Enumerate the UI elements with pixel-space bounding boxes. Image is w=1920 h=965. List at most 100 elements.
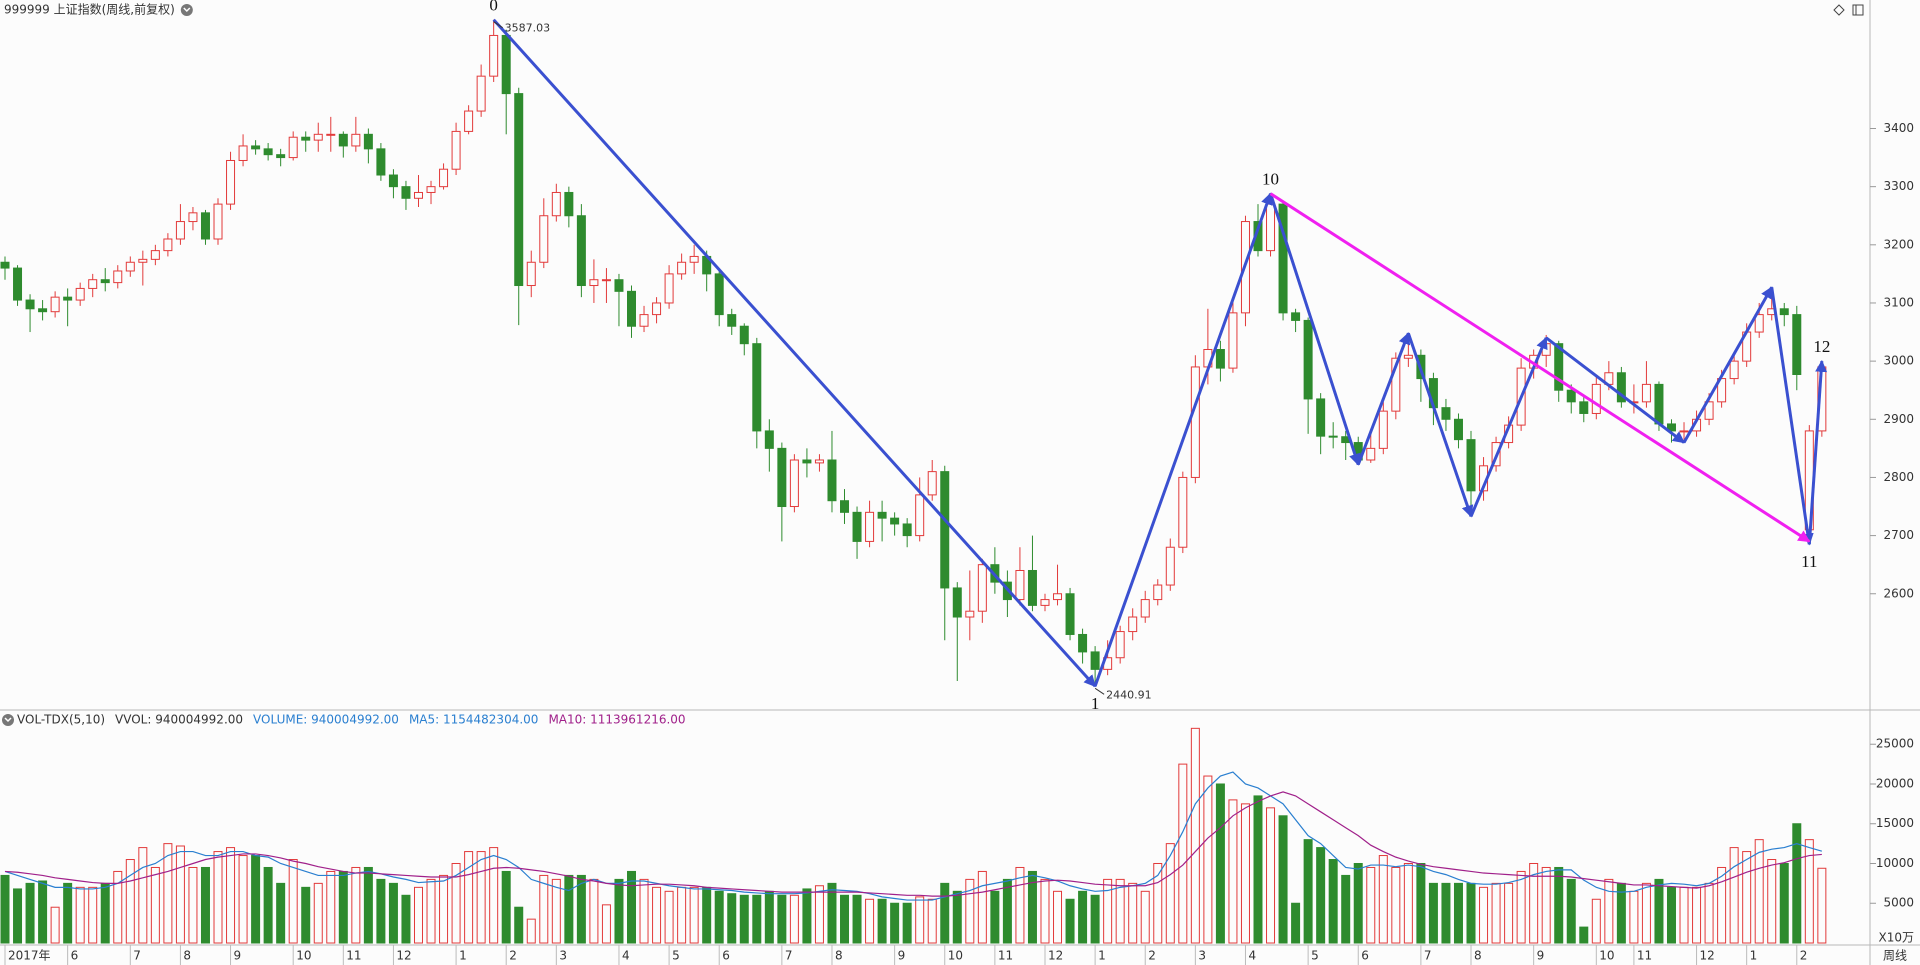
volume-bar bbox=[589, 878, 599, 944]
volume-bar bbox=[13, 888, 23, 944]
candle-body bbox=[1654, 383, 1664, 425]
y-tick-label: 3000 bbox=[1883, 354, 1914, 368]
volume-bar bbox=[1641, 882, 1651, 944]
volume-bar bbox=[840, 894, 850, 944]
x-tick-label: 2 bbox=[1800, 949, 1808, 963]
wave-line bbox=[1356, 332, 1411, 466]
candle-body bbox=[902, 523, 912, 537]
volume-bar bbox=[902, 902, 912, 944]
candle-body bbox=[38, 308, 48, 313]
wave-line bbox=[492, 18, 1097, 688]
x-tick-label: 3 bbox=[559, 949, 567, 963]
candle-body bbox=[639, 314, 649, 327]
candle-body bbox=[439, 168, 449, 188]
volume-bar bbox=[175, 845, 185, 944]
volume-bar bbox=[977, 870, 987, 944]
volume-bar bbox=[1065, 898, 1075, 944]
y-tick-label: 20000 bbox=[1876, 776, 1914, 790]
volume-bar bbox=[739, 894, 749, 944]
volume-bar bbox=[439, 874, 449, 944]
volume-bar bbox=[25, 882, 35, 944]
x-tick-label: 9 bbox=[234, 949, 242, 963]
volume-bar bbox=[351, 866, 361, 944]
candle-body bbox=[451, 130, 461, 170]
volume-bar bbox=[1666, 886, 1676, 944]
volume-bar bbox=[564, 874, 574, 944]
dropdown-button[interactable] bbox=[180, 4, 193, 16]
volume-bar bbox=[1278, 815, 1288, 944]
candle-body bbox=[576, 215, 586, 287]
y-tick-label: 25000 bbox=[1876, 737, 1914, 751]
candle-body bbox=[25, 299, 35, 310]
volume-bar bbox=[1391, 866, 1401, 944]
volume-bar bbox=[677, 886, 687, 944]
candle-body bbox=[338, 133, 348, 147]
price-note: 3587.03 bbox=[505, 22, 551, 35]
candle-body bbox=[1053, 593, 1063, 601]
price-note-pointer bbox=[493, 21, 503, 29]
volume-bar bbox=[213, 851, 223, 944]
candle-body bbox=[789, 459, 799, 508]
x-tick-label: 3 bbox=[1198, 949, 1206, 963]
volume-bar bbox=[1717, 866, 1727, 944]
volume-bar bbox=[639, 878, 649, 944]
candle-body bbox=[1316, 398, 1326, 437]
candle-body bbox=[426, 186, 436, 193]
volume-bar bbox=[965, 878, 975, 944]
volume-bar bbox=[1466, 882, 1476, 944]
volume-bar bbox=[652, 886, 662, 944]
volume-bar bbox=[1779, 862, 1789, 944]
volume-bar bbox=[113, 870, 123, 944]
wave-line bbox=[1770, 287, 1814, 546]
wave-line bbox=[1807, 359, 1828, 545]
candle-body bbox=[0, 261, 10, 269]
candle-body bbox=[1441, 407, 1451, 420]
candle-body bbox=[1779, 308, 1789, 316]
y-tick-label: 3300 bbox=[1883, 179, 1914, 193]
y-tick-label: 2600 bbox=[1883, 586, 1914, 600]
candle-body bbox=[313, 133, 323, 141]
candle-body bbox=[1453, 418, 1463, 441]
volume-bar bbox=[1704, 882, 1714, 944]
volume-bar bbox=[426, 878, 436, 944]
volume-bar bbox=[714, 890, 724, 944]
volume-bar bbox=[576, 874, 586, 944]
diamond-icon[interactable] bbox=[1833, 4, 1845, 16]
volume-bar bbox=[1591, 898, 1601, 944]
volume-bar bbox=[401, 894, 411, 944]
wave-line bbox=[1093, 192, 1273, 687]
candle-body bbox=[764, 430, 774, 449]
volume-bar bbox=[1453, 882, 1463, 944]
volume-bar bbox=[526, 918, 536, 944]
x-tick-label: 2 bbox=[509, 949, 517, 963]
x-tick-label: 10 bbox=[1599, 949, 1614, 963]
wave-label: 1 bbox=[1091, 694, 1100, 713]
x-tick-label: 12 bbox=[1048, 949, 1063, 963]
volume-bar bbox=[1767, 859, 1777, 944]
x-tick-label: 5 bbox=[672, 949, 680, 963]
x-tick-label: 8 bbox=[1474, 949, 1482, 963]
candle-body bbox=[689, 255, 699, 263]
volume-bar bbox=[1428, 882, 1438, 944]
volume-dropdown[interactable] bbox=[2, 714, 14, 726]
candle-body bbox=[1065, 593, 1075, 635]
volume-bar bbox=[752, 894, 762, 944]
volume-bar bbox=[1203, 775, 1213, 944]
candle-body bbox=[514, 93, 524, 287]
volume-bar bbox=[952, 890, 962, 944]
volume-bar bbox=[1140, 890, 1150, 944]
candle-body bbox=[63, 296, 73, 301]
volume-bar bbox=[75, 886, 85, 944]
x-tick-label: 11 bbox=[1637, 949, 1652, 963]
volume-bar bbox=[940, 882, 950, 944]
candle-body bbox=[1366, 447, 1376, 461]
volume-bar bbox=[501, 870, 511, 944]
volume-bar bbox=[915, 896, 925, 944]
window-icon[interactable] bbox=[1852, 4, 1864, 16]
candle-body bbox=[551, 191, 561, 217]
candle-body bbox=[802, 459, 812, 464]
candle-body bbox=[1228, 312, 1238, 369]
volume-bar bbox=[1516, 870, 1526, 944]
volume-bar bbox=[263, 866, 273, 944]
volume-bar bbox=[1341, 874, 1351, 944]
